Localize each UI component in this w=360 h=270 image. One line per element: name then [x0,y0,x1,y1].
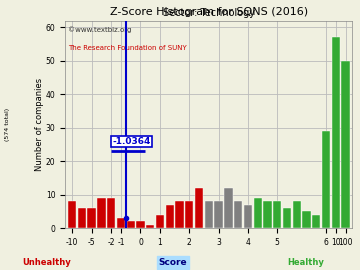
Bar [312,215,320,228]
Bar [117,218,125,228]
Bar [127,221,135,228]
Bar [293,201,301,228]
Bar [136,221,145,228]
Text: The Research Foundation of SUNY: The Research Foundation of SUNY [68,45,187,51]
Y-axis label: Number of companies: Number of companies [35,78,44,171]
Bar [156,215,164,228]
Text: Score: Score [158,258,187,267]
Bar [87,208,96,228]
Text: Unhealthy: Unhealthy [22,258,71,267]
Text: ©www.textbiz.org: ©www.textbiz.org [68,27,131,33]
Bar [332,37,340,228]
Text: (574 total): (574 total) [5,108,10,141]
Bar [195,188,203,228]
Bar [78,208,86,228]
Bar [185,201,193,228]
Title: Z-Score Histogram for SQNS (2016): Z-Score Histogram for SQNS (2016) [110,7,308,17]
Text: -1.0364: -1.0364 [112,137,150,146]
Bar [68,201,76,228]
Bar [205,201,213,228]
Bar [146,225,154,228]
Bar [107,198,115,228]
Bar [224,188,233,228]
Bar [253,198,262,228]
Bar [215,201,223,228]
Text: Healthy: Healthy [288,258,324,267]
Bar [97,198,105,228]
Bar [234,201,242,228]
Bar [341,61,350,228]
Text: Sector: Technology: Sector: Technology [163,8,255,18]
Bar [244,205,252,228]
Bar [166,205,174,228]
Bar [273,201,282,228]
Bar [322,131,330,228]
Bar [175,201,184,228]
Bar [263,201,271,228]
Bar [302,211,311,228]
Bar [283,208,291,228]
